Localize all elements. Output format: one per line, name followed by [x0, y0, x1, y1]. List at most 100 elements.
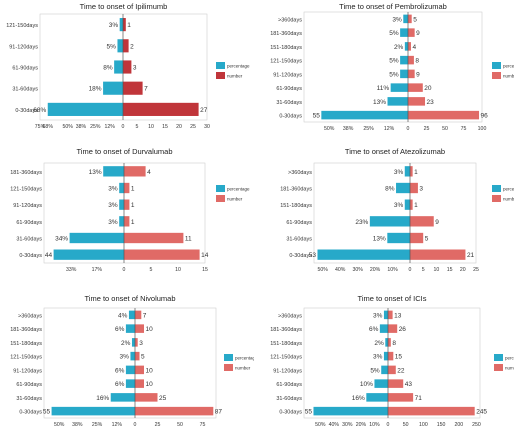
bar-percentage [103, 166, 124, 177]
percentage-label: 3% [373, 312, 383, 319]
percentage-label: 13% [373, 99, 386, 106]
category-label: 91-120days [273, 368, 302, 374]
chart-ipilimumab: Time to onset of Ipilimumb 121-150days 3% 1… [0, 0, 254, 140]
chart-svg: Time to onset of Pembrolizumab >360days 3%… [270, 2, 514, 132]
tick-label: 17% [92, 267, 103, 273]
legend-swatch [492, 185, 501, 192]
tick-label: 38% [343, 126, 354, 132]
percentage-label: 55 [313, 113, 321, 120]
chart-svg: Time to onset of Nivolumab >360days 4% 7 181… [10, 294, 258, 428]
bar-percentage [374, 379, 388, 388]
number-label: 9 [416, 30, 420, 37]
legend-swatch [216, 62, 225, 69]
number-label: 87 [215, 409, 223, 416]
bar-number [388, 365, 396, 375]
percentage-label: 8% [385, 186, 395, 193]
tick-label: 50 [177, 422, 183, 428]
number-label: 96 [481, 113, 489, 120]
number-label: 21 [467, 252, 475, 259]
bar-number [123, 39, 129, 53]
bar-percentage [383, 351, 388, 361]
category-label: >360days [288, 170, 312, 176]
tick-label: 50 [442, 126, 448, 132]
bar-percentage [125, 324, 135, 333]
bar-percentage [387, 232, 410, 244]
bar-number [123, 102, 199, 116]
number-label: 25 [159, 395, 167, 402]
tick-label: 0 [407, 126, 410, 132]
tick-label: 25% [92, 422, 103, 428]
tick-label: 38% [72, 422, 83, 428]
number-label: 1 [414, 169, 418, 176]
category-label: 121-150days [10, 187, 42, 193]
tick-label: 5 [150, 267, 153, 273]
chart-title: Time to onset of ICIs [358, 294, 427, 303]
percentage-label: 3% [109, 22, 119, 29]
number-label: 8 [415, 58, 419, 65]
category-label: 121-150days [270, 59, 302, 65]
bar-percentage [383, 310, 388, 320]
number-label: 3 [133, 65, 137, 72]
category-label: 151-180days [270, 45, 302, 51]
percentage-label: 3% [108, 186, 118, 193]
chart-title: Time to onset of Durvalumab [76, 147, 172, 156]
percentage-label: 8% [103, 65, 113, 72]
category-label: 151-180days [270, 341, 302, 347]
bar-number [408, 28, 415, 37]
bar-percentage [117, 39, 123, 53]
number-label: 1 [127, 22, 131, 29]
percentage-label: 4% [118, 312, 128, 319]
bar-number [410, 249, 466, 260]
category-label: 0-30days [15, 108, 38, 114]
bar-percentage [404, 199, 410, 210]
tick-label: 40% [329, 422, 340, 428]
plot-frame [43, 162, 206, 264]
legend-label: number [503, 74, 514, 79]
tick-label: 12% [105, 124, 116, 130]
plot-frame [313, 162, 477, 264]
category-label: >360days [278, 313, 302, 319]
number-label: 1 [131, 186, 135, 193]
bar-percentage [69, 232, 124, 244]
bar-percentage [400, 55, 408, 65]
bar-number [123, 18, 126, 32]
percentage-label: 6% [115, 381, 125, 388]
percentage-label: 3% [394, 169, 404, 176]
bar-percentage [313, 406, 388, 416]
tick-label: 25 [424, 126, 430, 132]
bar-number [408, 97, 426, 106]
bar-number [124, 199, 130, 210]
number-label: 3 [139, 340, 143, 347]
tick-label: 0 [387, 422, 390, 428]
chart-pembrolizumab: Time to onset of Pembrolizumab >360days 3%… [258, 0, 514, 140]
legend-swatch [216, 185, 225, 192]
tick-label: 12% [384, 126, 395, 132]
percentage-label: 2% [374, 340, 384, 347]
tick-label: 10 [148, 124, 154, 130]
percentage-label: 2% [121, 340, 131, 347]
category-label: 61-90days [276, 86, 302, 92]
tick-label: 20 [460, 267, 466, 273]
category-label: 31-60days [276, 100, 302, 106]
number-label: 3 [419, 186, 423, 193]
number-label: 245 [476, 409, 487, 416]
category-label: 31-60days [12, 87, 38, 93]
bar-number [388, 406, 475, 416]
legend-label: percentage [227, 64, 250, 69]
legend-label: percentage [235, 356, 254, 361]
bar-number [410, 166, 413, 177]
number-label: 23 [427, 99, 435, 106]
number-label: 1 [131, 202, 135, 209]
tick-label: 25 [190, 124, 196, 130]
bar-percentage [404, 42, 408, 51]
tick-label: 30 [204, 124, 210, 130]
number-label: 20 [424, 85, 432, 92]
category-label: 181-360days [280, 187, 312, 193]
number-label: 9 [416, 71, 420, 78]
category-label: 31-60days [286, 237, 312, 243]
percentage-label: 2% [394, 44, 404, 51]
chart-title: Time to onset of Nivolumab [84, 294, 175, 303]
bar-number [135, 310, 142, 320]
tick-label: 50% [324, 126, 335, 132]
percentage-label: 34% [55, 236, 68, 243]
